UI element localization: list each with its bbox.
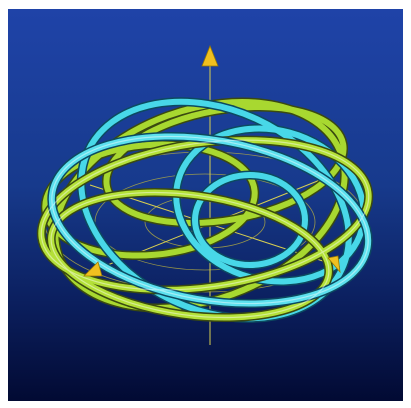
axis-arrows <box>83 44 341 277</box>
